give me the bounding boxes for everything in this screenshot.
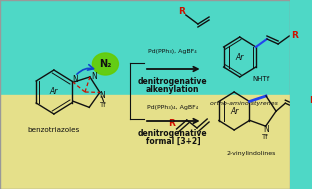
Text: R: R [291,32,298,40]
Text: ortho-amino styrenes: ortho-amino styrenes [210,101,278,105]
Text: alkenylation: alkenylation [146,84,200,94]
Text: N₂: N₂ [99,59,112,69]
Text: R: R [168,119,175,129]
Text: R: R [178,8,185,16]
Text: denitrogenative: denitrogenative [138,129,207,138]
Bar [0,0,290,94]
Text: Tf: Tf [100,102,107,108]
Text: benzotriazoles: benzotriazoles [28,127,80,133]
Text: R: R [309,96,312,105]
Text: Ar: Ar [230,106,238,115]
Text: Pd(PPh₃), AgBF₄: Pd(PPh₃), AgBF₄ [149,49,197,53]
Text: formal [3+2]: formal [3+2] [145,136,200,146]
Ellipse shape [92,53,119,75]
Text: Pd(PPh₃)₄, AgBF₄: Pd(PPh₃)₄, AgBF₄ [147,105,198,109]
Text: Ar: Ar [50,88,58,97]
Text: N: N [92,72,97,81]
Text: denitrogenative: denitrogenative [138,77,207,85]
Text: NHTf: NHTf [253,76,270,82]
Text: Ar: Ar [236,53,244,61]
Text: N: N [72,75,78,84]
Text: 2-vinylindolines: 2-vinylindolines [226,150,275,156]
Bar [0,94,290,189]
Text: Tf: Tf [262,134,269,140]
Text: N: N [100,91,105,100]
Text: N: N [263,125,269,134]
